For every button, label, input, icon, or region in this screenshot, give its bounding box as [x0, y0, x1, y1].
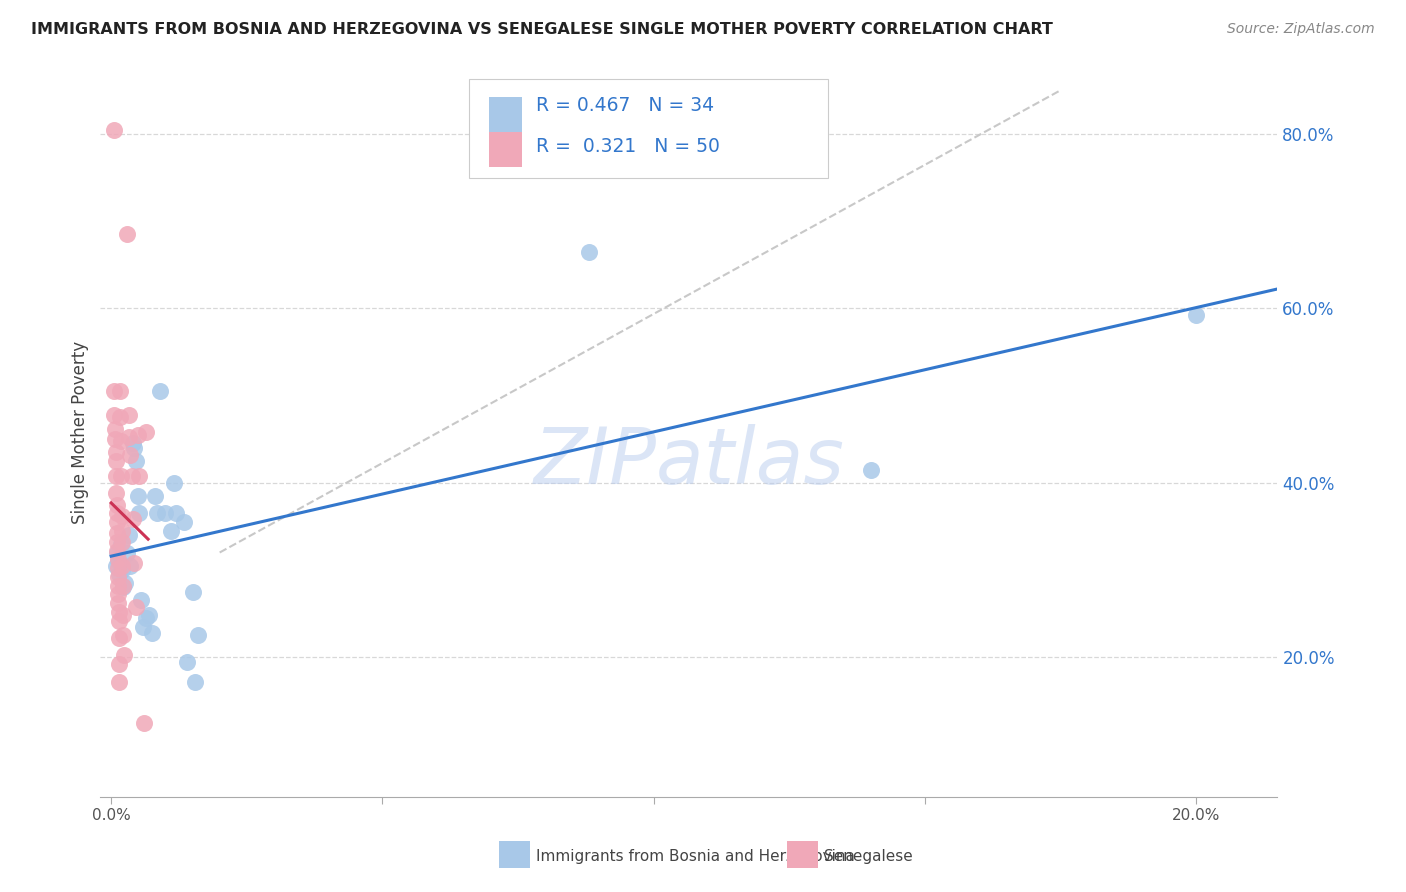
Point	[122, 512, 145, 526]
Point	[187, 628, 209, 642]
Point	[104, 558, 127, 573]
Point	[117, 408, 139, 422]
Point	[107, 552, 129, 566]
Point	[118, 430, 141, 444]
Point	[135, 611, 157, 625]
Point	[127, 489, 149, 503]
Point	[143, 489, 166, 503]
Text: Senegalese: Senegalese	[824, 849, 912, 863]
Point	[111, 558, 134, 573]
Point	[112, 628, 135, 642]
Text: Source: ZipAtlas.com: Source: ZipAtlas.com	[1227, 22, 1375, 37]
Point	[110, 508, 132, 523]
Point	[107, 579, 129, 593]
Point	[104, 445, 127, 459]
Point	[176, 655, 198, 669]
Point	[110, 537, 132, 551]
Point	[128, 468, 150, 483]
Point	[1185, 308, 1208, 322]
Point	[184, 674, 207, 689]
Point	[108, 384, 131, 399]
Point	[103, 384, 125, 399]
Point	[149, 384, 172, 399]
Point	[105, 468, 128, 483]
Point	[132, 715, 155, 730]
Point	[112, 581, 135, 595]
Point	[107, 561, 129, 575]
Point	[107, 631, 129, 645]
Point	[859, 463, 882, 477]
Point	[114, 576, 136, 591]
Point	[160, 524, 183, 538]
Point	[155, 506, 177, 520]
Point	[108, 674, 131, 689]
Point	[110, 468, 132, 483]
Point	[112, 648, 135, 663]
Point	[105, 506, 128, 520]
Point	[124, 599, 146, 614]
Point	[104, 432, 127, 446]
Point	[107, 614, 129, 628]
Point	[122, 556, 145, 570]
Point	[135, 425, 157, 439]
Point	[105, 535, 128, 549]
Point	[131, 619, 153, 633]
Point	[105, 526, 128, 541]
Point	[108, 567, 131, 582]
Point	[181, 584, 204, 599]
Point	[103, 408, 125, 422]
Point	[117, 227, 139, 242]
Point	[104, 422, 127, 436]
Point	[107, 596, 129, 610]
Text: Immigrants from Bosnia and Herzegovina: Immigrants from Bosnia and Herzegovina	[536, 849, 855, 863]
Text: IMMIGRANTS FROM BOSNIA AND HERZEGOVINA VS SENEGALESE SINGLE MOTHER POVERTY CORRE: IMMIGRANTS FROM BOSNIA AND HERZEGOVINA V…	[31, 22, 1053, 37]
Point	[112, 608, 135, 623]
Point	[111, 563, 134, 577]
Point	[107, 587, 129, 601]
Point	[120, 558, 142, 573]
Point	[105, 515, 128, 529]
FancyBboxPatch shape	[468, 79, 828, 178]
Point	[110, 410, 132, 425]
Point	[127, 427, 149, 442]
Point	[110, 434, 132, 448]
Point	[105, 543, 128, 558]
Point	[108, 657, 131, 672]
Bar	[489, 132, 522, 167]
Point	[128, 506, 150, 520]
Point	[105, 498, 128, 512]
Point	[165, 506, 187, 520]
Point	[110, 524, 132, 538]
Point	[121, 468, 143, 483]
Point	[117, 545, 139, 559]
Text: ZIPatlas: ZIPatlas	[533, 424, 845, 500]
Point	[103, 122, 125, 136]
Point	[107, 605, 129, 619]
Point	[107, 570, 129, 584]
Point	[138, 608, 160, 623]
Point	[578, 244, 600, 259]
Y-axis label: Single Mother Poverty: Single Mother Poverty	[72, 341, 89, 524]
Point	[124, 454, 146, 468]
Point	[105, 486, 128, 500]
Point	[122, 441, 145, 455]
Text: R =  0.321   N = 50: R = 0.321 N = 50	[536, 137, 720, 156]
Point	[104, 454, 127, 468]
Bar	[489, 97, 522, 132]
Text: R = 0.467   N = 34: R = 0.467 N = 34	[536, 96, 714, 115]
Point	[162, 475, 184, 490]
Point	[146, 506, 169, 520]
Point	[105, 545, 128, 559]
Point	[107, 554, 129, 568]
Point	[129, 593, 152, 607]
Point	[117, 528, 139, 542]
Point	[141, 625, 163, 640]
Point	[122, 436, 145, 450]
Point	[173, 515, 195, 529]
Point	[111, 579, 134, 593]
Point	[120, 448, 142, 462]
Point	[111, 535, 134, 549]
